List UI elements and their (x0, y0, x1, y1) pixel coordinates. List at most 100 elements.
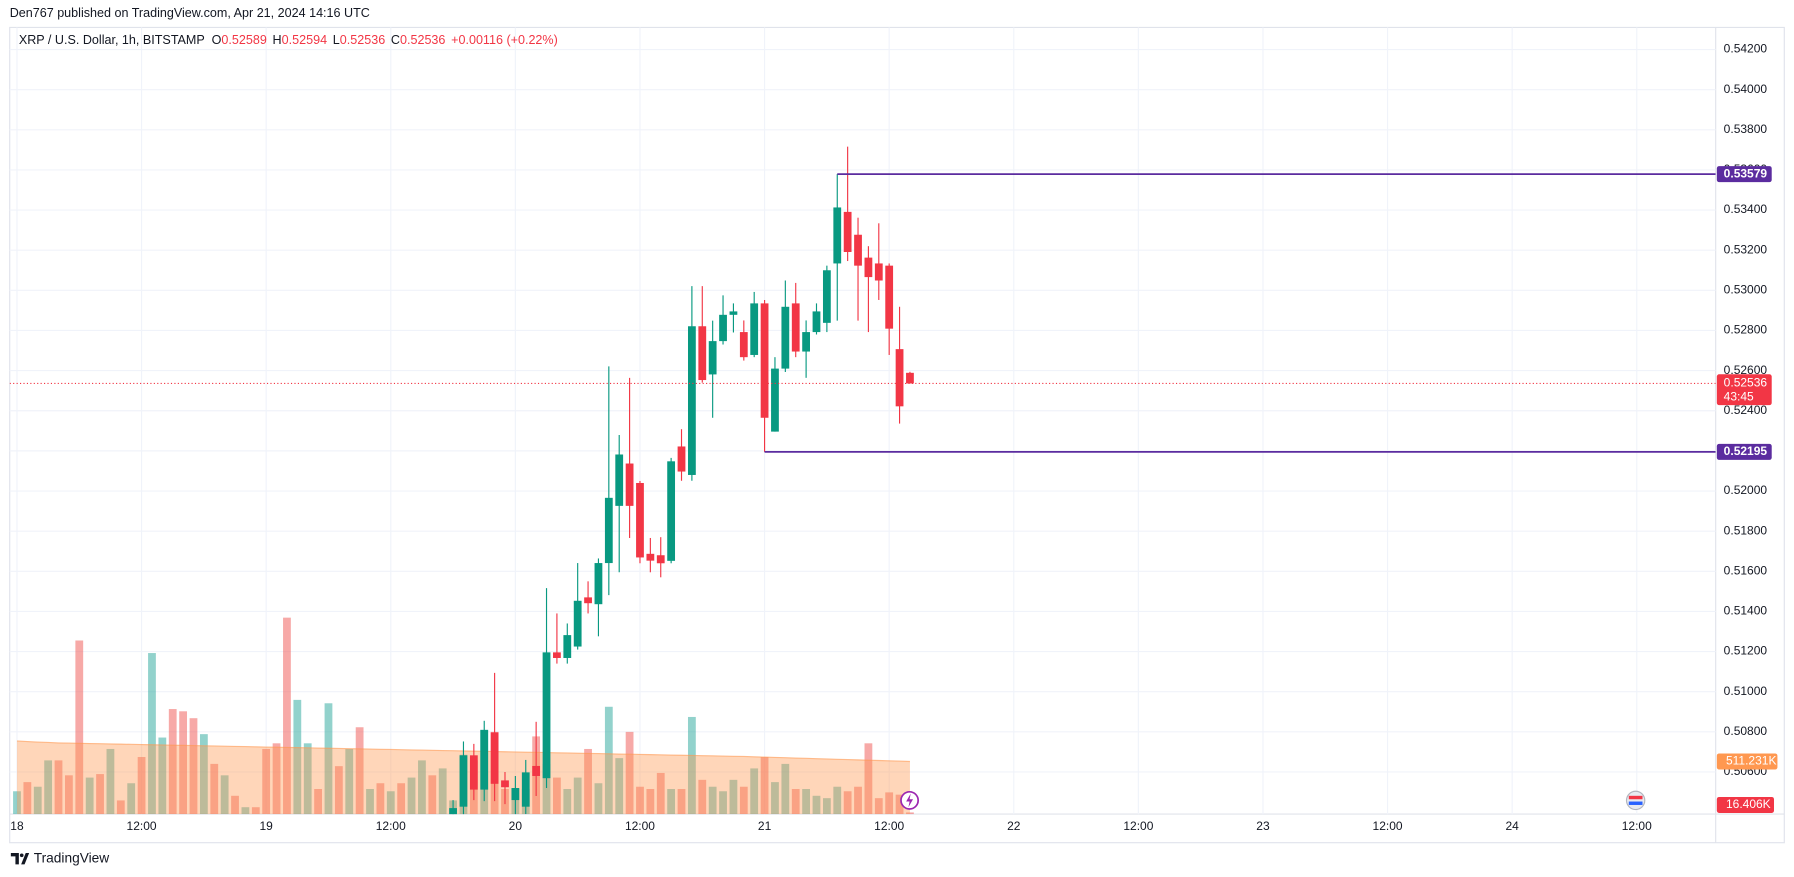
candle-body (719, 314, 727, 342)
candle-body (636, 482, 644, 558)
x-tick-label: 23 (1256, 819, 1270, 833)
candle-body (843, 211, 852, 253)
level-label: 0.53579 (1724, 166, 1768, 180)
candle-body (812, 311, 821, 333)
candle-body (480, 730, 489, 790)
volume-bar (719, 791, 727, 815)
volume-bar (615, 758, 624, 815)
candle-body (656, 555, 665, 564)
candle-body (833, 207, 842, 264)
candle-body (553, 652, 561, 658)
x-tick-label: 22 (1007, 819, 1021, 833)
y-tick-label: 0.53800 (1724, 122, 1768, 136)
volume-bar (231, 795, 239, 815)
volume-bar (345, 748, 354, 815)
volume-bar (355, 727, 364, 815)
last-price-label: 0.52536 (1724, 376, 1768, 390)
y-tick-label: 0.52000 (1724, 483, 1768, 497)
y-tick-label: 0.52800 (1724, 323, 1768, 337)
candle-body (646, 553, 655, 561)
volume-bar (75, 640, 84, 815)
legend-change: +0.00116 (+0.22%) (451, 33, 558, 47)
y-tick-label: 0.53400 (1724, 202, 1768, 216)
candle-body (760, 303, 769, 418)
legend-ohlc-value: 0.52594 (282, 33, 327, 47)
candle-body (822, 270, 831, 323)
x-tick-label: 12:00 (127, 819, 157, 833)
candle-body (542, 652, 551, 779)
volume-bar (179, 711, 188, 815)
x-tick-label: 12:00 (376, 819, 406, 833)
volume-bar (677, 789, 686, 815)
x-tick-label: 12:00 (874, 819, 904, 833)
candle-body (885, 265, 894, 329)
x-tick-label: 19 (259, 819, 273, 833)
volume-bar (65, 775, 73, 815)
replay-icon[interactable] (900, 790, 920, 810)
y-tick-label: 0.52400 (1724, 403, 1768, 417)
bar-countdown: 43:45 (1724, 389, 1754, 403)
legend-ohlc-value: 0.52536 (340, 33, 385, 47)
volume-bar (251, 807, 260, 815)
volume-bar (553, 777, 561, 815)
last-price-label-bg (1716, 374, 1772, 406)
x-tick-label: 21 (758, 819, 772, 833)
volume-bar (895, 794, 904, 815)
volume-bar (698, 779, 707, 815)
candle-body (594, 563, 603, 605)
y-tick-label: 0.50800 (1724, 724, 1768, 738)
volume-bar (656, 772, 665, 815)
y-tick-label: 0.51800 (1724, 523, 1768, 537)
legend-ohlc-value: 0.52589 (221, 33, 266, 47)
volume-bar (220, 775, 229, 815)
volume-ma-label-bg (1716, 753, 1778, 770)
candle-body (625, 463, 634, 506)
volume-bar (13, 791, 21, 815)
level-label-bg (1716, 443, 1772, 460)
volume-bar (397, 783, 406, 815)
brand-name: TradingView (34, 850, 110, 865)
volume-bar (833, 786, 842, 815)
candle-body (667, 461, 676, 561)
volume-bar (33, 786, 42, 815)
volume-bar (822, 798, 831, 815)
volume-bar (563, 789, 572, 815)
x-tick-label: 12:00 (1373, 819, 1403, 833)
y-tick-label: 0.54000 (1724, 82, 1768, 96)
candle-body (604, 497, 613, 564)
volume-bar (843, 791, 852, 815)
volume-bar (739, 786, 748, 815)
y-tick-label: 0.51000 (1724, 684, 1768, 698)
volume-bar (85, 777, 94, 815)
volume-bar (376, 783, 385, 815)
volume-bar (283, 617, 291, 815)
candle-body (449, 808, 457, 815)
volume-ma-label: 511.231K (1726, 754, 1777, 768)
candle-body (802, 332, 811, 352)
volume-bar (168, 709, 177, 815)
volume-bar (791, 789, 800, 815)
volume-bar (646, 789, 655, 815)
x-tick-label: 24 (1505, 819, 1519, 833)
volume-bar (584, 748, 592, 815)
volume-bar (802, 789, 811, 815)
volume-bar (418, 760, 426, 815)
candle-body (677, 446, 686, 472)
candle-body (563, 635, 572, 658)
legend-ohlc-key: H (273, 33, 282, 47)
volume-bar (199, 734, 208, 815)
volume-bar (407, 777, 416, 815)
volume-bar (148, 653, 156, 815)
volume-bar (771, 782, 779, 815)
volume-bar (812, 795, 821, 815)
y-tick-label: 0.51200 (1724, 644, 1768, 658)
volume-bar (636, 786, 644, 815)
x-tick-label: 12:00 (1622, 819, 1652, 833)
candle-body (771, 368, 779, 432)
volume-bar (760, 756, 769, 815)
candle-body (615, 454, 624, 506)
events-flag-icon[interactable] (1625, 790, 1646, 811)
x-tick-label: 12:00 (625, 819, 655, 833)
y-tick-label: 0.51600 (1724, 563, 1768, 577)
